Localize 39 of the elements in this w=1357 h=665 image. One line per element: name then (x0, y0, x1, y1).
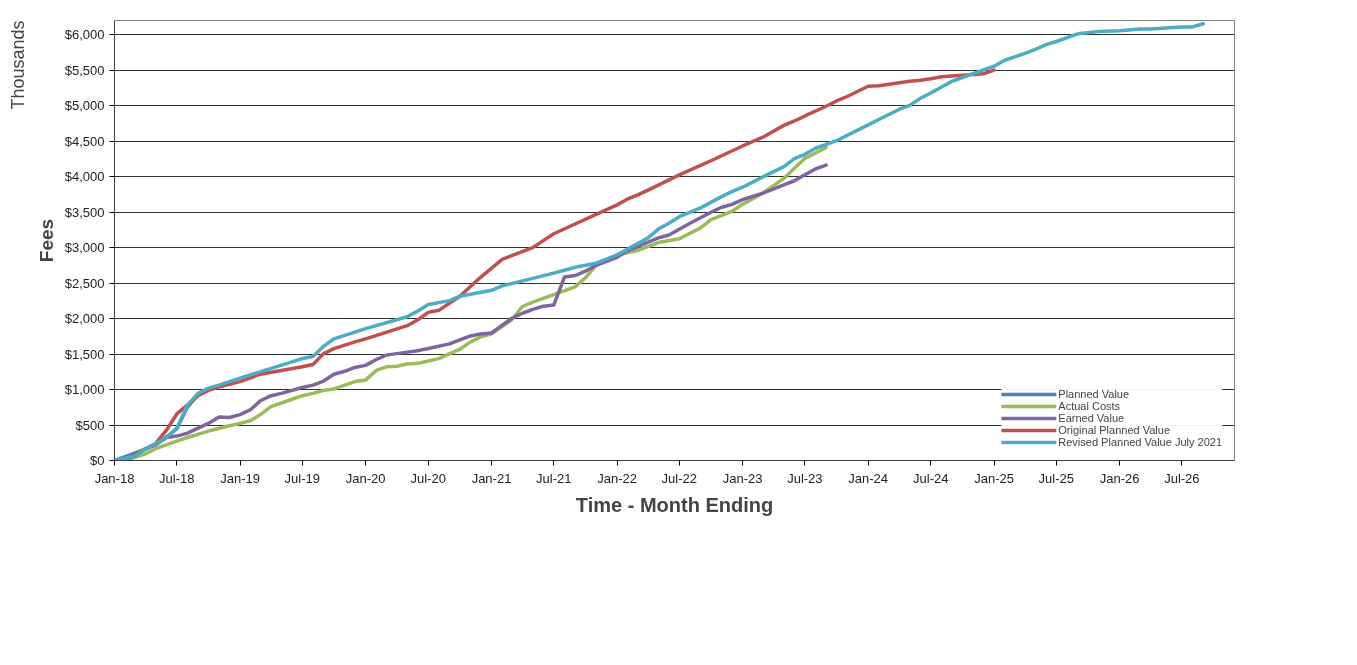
text: Thousands (7, 20, 28, 110)
x-tick-label: Jul-19 (284, 470, 321, 486)
x-tick-label: Jan-26 (1099, 470, 1140, 486)
y-tick-label: $5,500 (64, 62, 105, 78)
x-tick-label: Jul-18 (159, 470, 195, 486)
y-tick-label: $0 (90, 453, 105, 468)
legend-label: Actual Costs (1058, 400, 1121, 412)
y-axis-title: Fees (35, 218, 57, 263)
legend-label: Earned Value (1058, 412, 1125, 424)
y-tick-label: $6,000 (64, 27, 105, 43)
y-tick-label: $2,500 (64, 275, 105, 291)
legend-label: Revised Planned Value July 2021 (1058, 436, 1222, 448)
y-tick-label: $1,500 (64, 346, 105, 362)
y-tick-label: $3,000 (64, 240, 105, 256)
x-tick-label: Jan-21 (471, 470, 512, 486)
x-tick-label: Jan-24 (848, 470, 889, 486)
x-tick-label: Jan-23 (722, 470, 763, 486)
y-tick-label: $500 (75, 417, 105, 433)
y-tick-label: $5,000 (64, 98, 105, 114)
x-tick-label: Jul-20 (410, 470, 446, 486)
x-tick-label: Jan-22 (597, 470, 637, 486)
x-tick-label: Jul-21 (536, 470, 572, 486)
y-tick-label: $4,000 (64, 169, 105, 185)
x-tick-label: Jan-20 (345, 470, 386, 486)
legend-label: Planned Value (1058, 388, 1130, 400)
x-tick-label: Jan-19 (220, 470, 260, 486)
y-tick-label: $3,500 (64, 204, 105, 220)
x-tick-label: Jul-25 (1038, 470, 1075, 486)
x-tick-label: Jul-22 (661, 470, 698, 486)
legend-label: Original Planned Value (1058, 424, 1171, 436)
x-tick-label: Jul-23 (787, 470, 823, 486)
x-tick-label: Jul-26 (1164, 470, 1200, 486)
y-tick-label: $2,000 (64, 311, 105, 327)
y-tick-label: $1,000 (64, 382, 105, 398)
x-axis-title: Time - Month Ending (575, 493, 774, 516)
x-tick-label: Jan-25 (974, 470, 1014, 486)
x-tick-label: Jul-24 (913, 470, 949, 486)
y-tick-label: $4,500 (64, 133, 105, 149)
x-tick-label: Jan-18 (94, 470, 135, 486)
